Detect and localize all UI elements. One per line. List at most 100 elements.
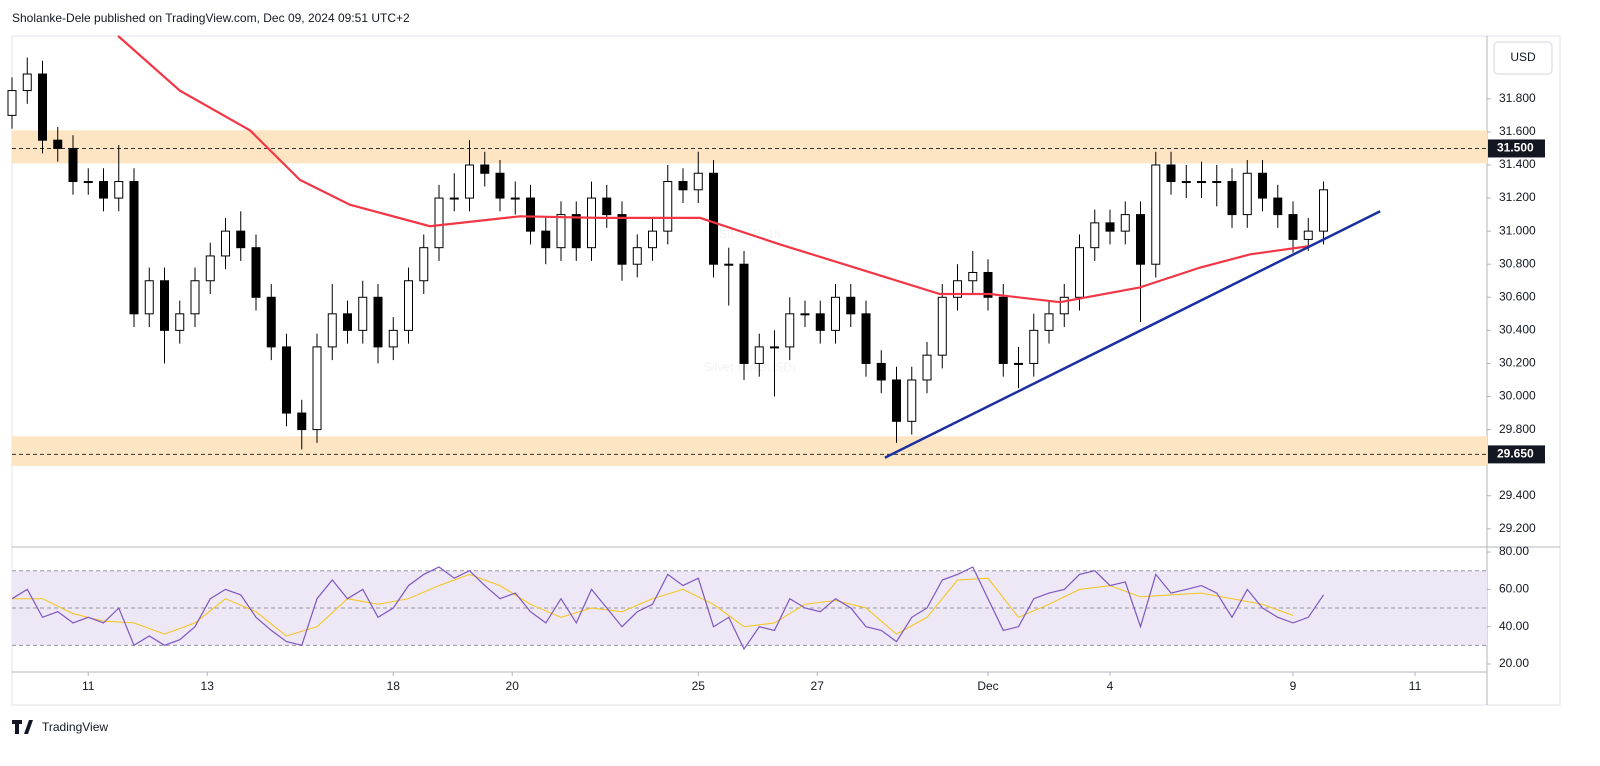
frame <box>11 35 1561 706</box>
candle-body <box>404 280 414 331</box>
candle-body <box>99 181 109 199</box>
y-tick-label: 30.400 <box>1499 323 1536 337</box>
candle-body <box>7 90 17 116</box>
candle-body <box>129 181 139 315</box>
candle-body <box>831 296 841 331</box>
candle-body <box>495 172 505 199</box>
y-tick-label: 31.000 <box>1499 223 1536 237</box>
candle-body <box>587 197 597 249</box>
rsi-line <box>12 573 1294 637</box>
candle-body <box>602 197 612 216</box>
candle-body <box>1105 222 1115 232</box>
y-tick-label: 29.200 <box>1499 521 1536 535</box>
price-label-box <box>1488 139 1545 158</box>
candle-body <box>1212 181 1222 184</box>
candle-body <box>114 181 124 199</box>
trend-line <box>884 210 1381 459</box>
candle-body <box>1029 329 1039 364</box>
y-tick-label: 31.800 <box>1499 91 1536 105</box>
y-tick-label: 30.000 <box>1499 389 1536 403</box>
candle-body <box>144 280 154 315</box>
logo-icon <box>12 720 33 734</box>
candle-body <box>449 197 459 200</box>
y-tick-label: 31.200 <box>1499 190 1536 204</box>
candle-body <box>175 313 185 331</box>
candle-body <box>1197 181 1207 184</box>
x-tick-label: 25 <box>692 679 706 693</box>
candle-body <box>541 230 551 249</box>
candle-body <box>221 230 231 257</box>
candle-body <box>785 313 795 348</box>
candle-body <box>937 296 947 356</box>
candle-body <box>739 263 749 364</box>
x-tick-label: 9 <box>1290 679 1297 693</box>
candle-body <box>434 197 444 249</box>
candle-body <box>815 313 825 331</box>
y-tick-label: 40.00 <box>1499 619 1529 633</box>
candle-body <box>1181 181 1191 184</box>
candle-body <box>1014 362 1024 365</box>
candle-body <box>1288 214 1298 240</box>
y-tick-label: 30.800 <box>1499 256 1536 270</box>
candle-body <box>724 263 734 266</box>
candle-body <box>693 172 703 191</box>
candle-body <box>922 354 932 381</box>
candle-body <box>663 181 673 232</box>
y-tick-label: 30.600 <box>1499 289 1536 303</box>
candle-body <box>632 247 642 265</box>
y-tick-label: 31.600 <box>1499 124 1536 138</box>
candle-body <box>282 346 292 414</box>
candle-body <box>510 197 520 200</box>
candle-body <box>266 296 276 348</box>
y-tick-label: 29.400 <box>1499 488 1536 502</box>
candle-body <box>648 230 658 249</box>
candle-body <box>38 73 48 141</box>
watermark-subtitle: Silver (XAGUSD) <box>704 360 796 374</box>
x-tick-label: 27 <box>811 679 825 693</box>
candle-body <box>678 181 688 191</box>
watermark: SILVER, 1h Silver (XAGUSD) <box>704 227 796 374</box>
candle-body <box>312 346 322 431</box>
candle-body <box>526 197 536 232</box>
x-tick-label: Dec <box>977 679 998 693</box>
x-tick-label: 11 <box>82 679 95 693</box>
candle-body <box>327 313 337 348</box>
y-tick-label: 20.00 <box>1499 656 1529 670</box>
moving-average <box>117 35 1311 304</box>
price-label-box <box>1488 445 1545 464</box>
logo-text: TradingView <box>42 720 108 734</box>
header-text: Sholanke-Dele published on TradingView.c… <box>12 11 410 25</box>
candle-body <box>1273 197 1283 216</box>
logo: TradingView <box>12 720 108 734</box>
candle-body <box>1044 313 1054 331</box>
zone <box>12 130 1487 164</box>
y-tick-label: 30.200 <box>1499 356 1536 370</box>
candle-body <box>1242 172 1252 216</box>
x-tick-label: 13 <box>201 679 215 693</box>
candle-body <box>251 247 261 298</box>
candle-body <box>983 271 993 298</box>
candle-body <box>800 313 810 316</box>
candle-body <box>861 313 871 364</box>
x-tick-label: 4 <box>1107 679 1114 693</box>
candle-body <box>1075 247 1085 298</box>
candle-body <box>892 379 902 422</box>
candle-body <box>770 346 780 349</box>
candle-body <box>358 296 368 331</box>
candle-body <box>571 214 581 249</box>
candle-body <box>876 362 886 381</box>
candle-body <box>373 296 383 348</box>
candle-body <box>388 329 398 348</box>
currency-box[interactable] <box>1493 41 1553 75</box>
price-label: 29.650 <box>1497 447 1534 461</box>
y-tick-label: 31.400 <box>1499 157 1536 171</box>
candle-body <box>846 296 856 315</box>
currency[interactable]: USD <box>1510 50 1536 64</box>
candle-body <box>1120 214 1130 232</box>
candle-body <box>907 379 917 422</box>
candle-body <box>1227 181 1237 216</box>
candle-body <box>160 280 170 331</box>
price-label: 31.500 <box>1497 141 1534 155</box>
